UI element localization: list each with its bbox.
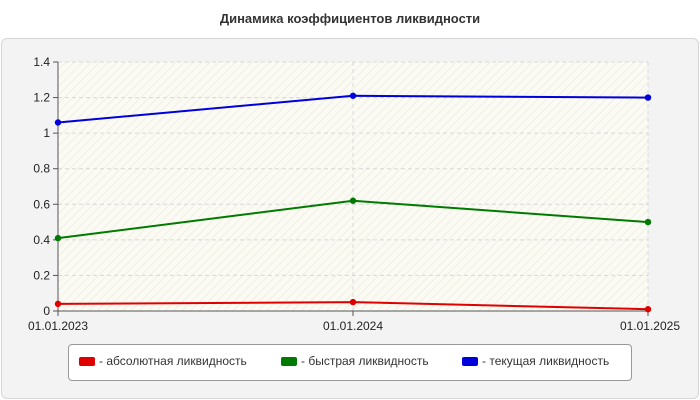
data-point: [349, 197, 357, 204]
data-point: [644, 94, 652, 101]
legend-swatch-icon: [462, 356, 478, 366]
legend-label: - абсолютная ликвидность: [99, 354, 247, 368]
legend: - абсолютная ликвидность - быстрая ликви…: [68, 344, 632, 381]
data-point: [644, 218, 652, 226]
y-tick-label: 0.6: [33, 197, 50, 211]
y-tick-label: 0.8: [33, 162, 50, 176]
y-tick-label: 1.4: [33, 55, 50, 69]
plot-area: [58, 62, 648, 311]
axes: 0 0.2 0.4 0.6 0.8 1 1.2 1.4 01.01.2023 01.01.2024…: [28, 55, 680, 333]
data-point: [349, 298, 357, 306]
y-tick-label: 1.2: [33, 91, 50, 105]
y-tick-label: 0.4: [33, 233, 50, 247]
series-group: [54, 92, 652, 313]
x-tick-label: 01.01.2024: [323, 319, 383, 333]
data-point: [54, 119, 62, 126]
y-tick-label: 1: [43, 126, 50, 140]
data-point: [349, 92, 357, 99]
legend-label: - текущая ликвидность: [482, 354, 610, 368]
chart-title: Динамика коэффициентов ликвидности: [219, 11, 481, 26]
y-tick-label: 0: [43, 304, 50, 318]
legend-label: - быстрая ликвидность: [301, 354, 429, 368]
x-tick-label: 01.01.2023: [28, 319, 88, 333]
y-tick-label: 0.2: [33, 268, 50, 282]
legend-swatch-icon: [281, 356, 297, 366]
data-point: [644, 306, 652, 313]
legend-item-quick: - быстрая ликвидность: [281, 354, 429, 368]
legend-item-current: - текущая ликвидность: [462, 354, 609, 368]
data-point: [54, 300, 62, 308]
legend-swatch-icon: [79, 356, 95, 366]
data-point: [54, 234, 62, 242]
x-tick-label: 01.01.2025: [620, 319, 680, 333]
legend-item-absolute: - абсолютная ликвидность: [79, 354, 247, 368]
